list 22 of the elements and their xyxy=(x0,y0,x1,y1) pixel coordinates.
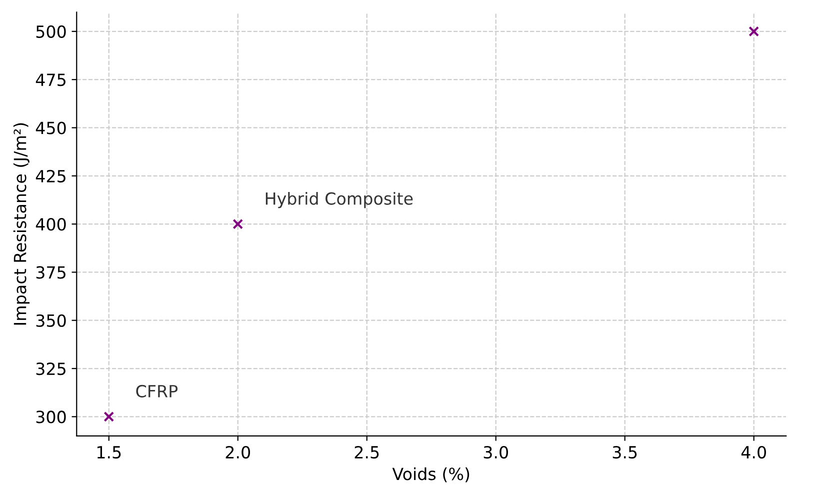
annotation: Hybrid Composite xyxy=(266,192,413,208)
point xyxy=(748,26,760,37)
annotation: CFRP xyxy=(136,384,178,398)
y-tick-label: 425 xyxy=(36,170,66,182)
y-tick-label: 450 xyxy=(36,122,66,134)
y-tick-label: 375 xyxy=(36,266,66,279)
x-tick-label: 1.5 xyxy=(97,446,121,459)
y-tick-label: 400 xyxy=(36,218,66,231)
point xyxy=(104,411,114,422)
y-tick-label: 300 xyxy=(36,410,66,424)
x-tick-label: 2.0 xyxy=(226,446,250,459)
x-tick-label: 3.5 xyxy=(612,446,637,459)
x-tick-label: 2.5 xyxy=(354,446,379,459)
y-axis-title: Impact Resistance (J/m²) xyxy=(13,123,30,325)
point xyxy=(232,218,244,230)
y-tick-label: 325 xyxy=(36,362,66,376)
y-tick-label: 350 xyxy=(36,314,66,327)
y-tick-label: 475 xyxy=(36,74,66,86)
x-tick-label: 4.0 xyxy=(741,446,766,459)
x-tick-label: 3.0 xyxy=(484,446,508,459)
x-axis-title: Voids (%) xyxy=(392,467,470,482)
y-tick-label: 500 xyxy=(36,25,66,38)
